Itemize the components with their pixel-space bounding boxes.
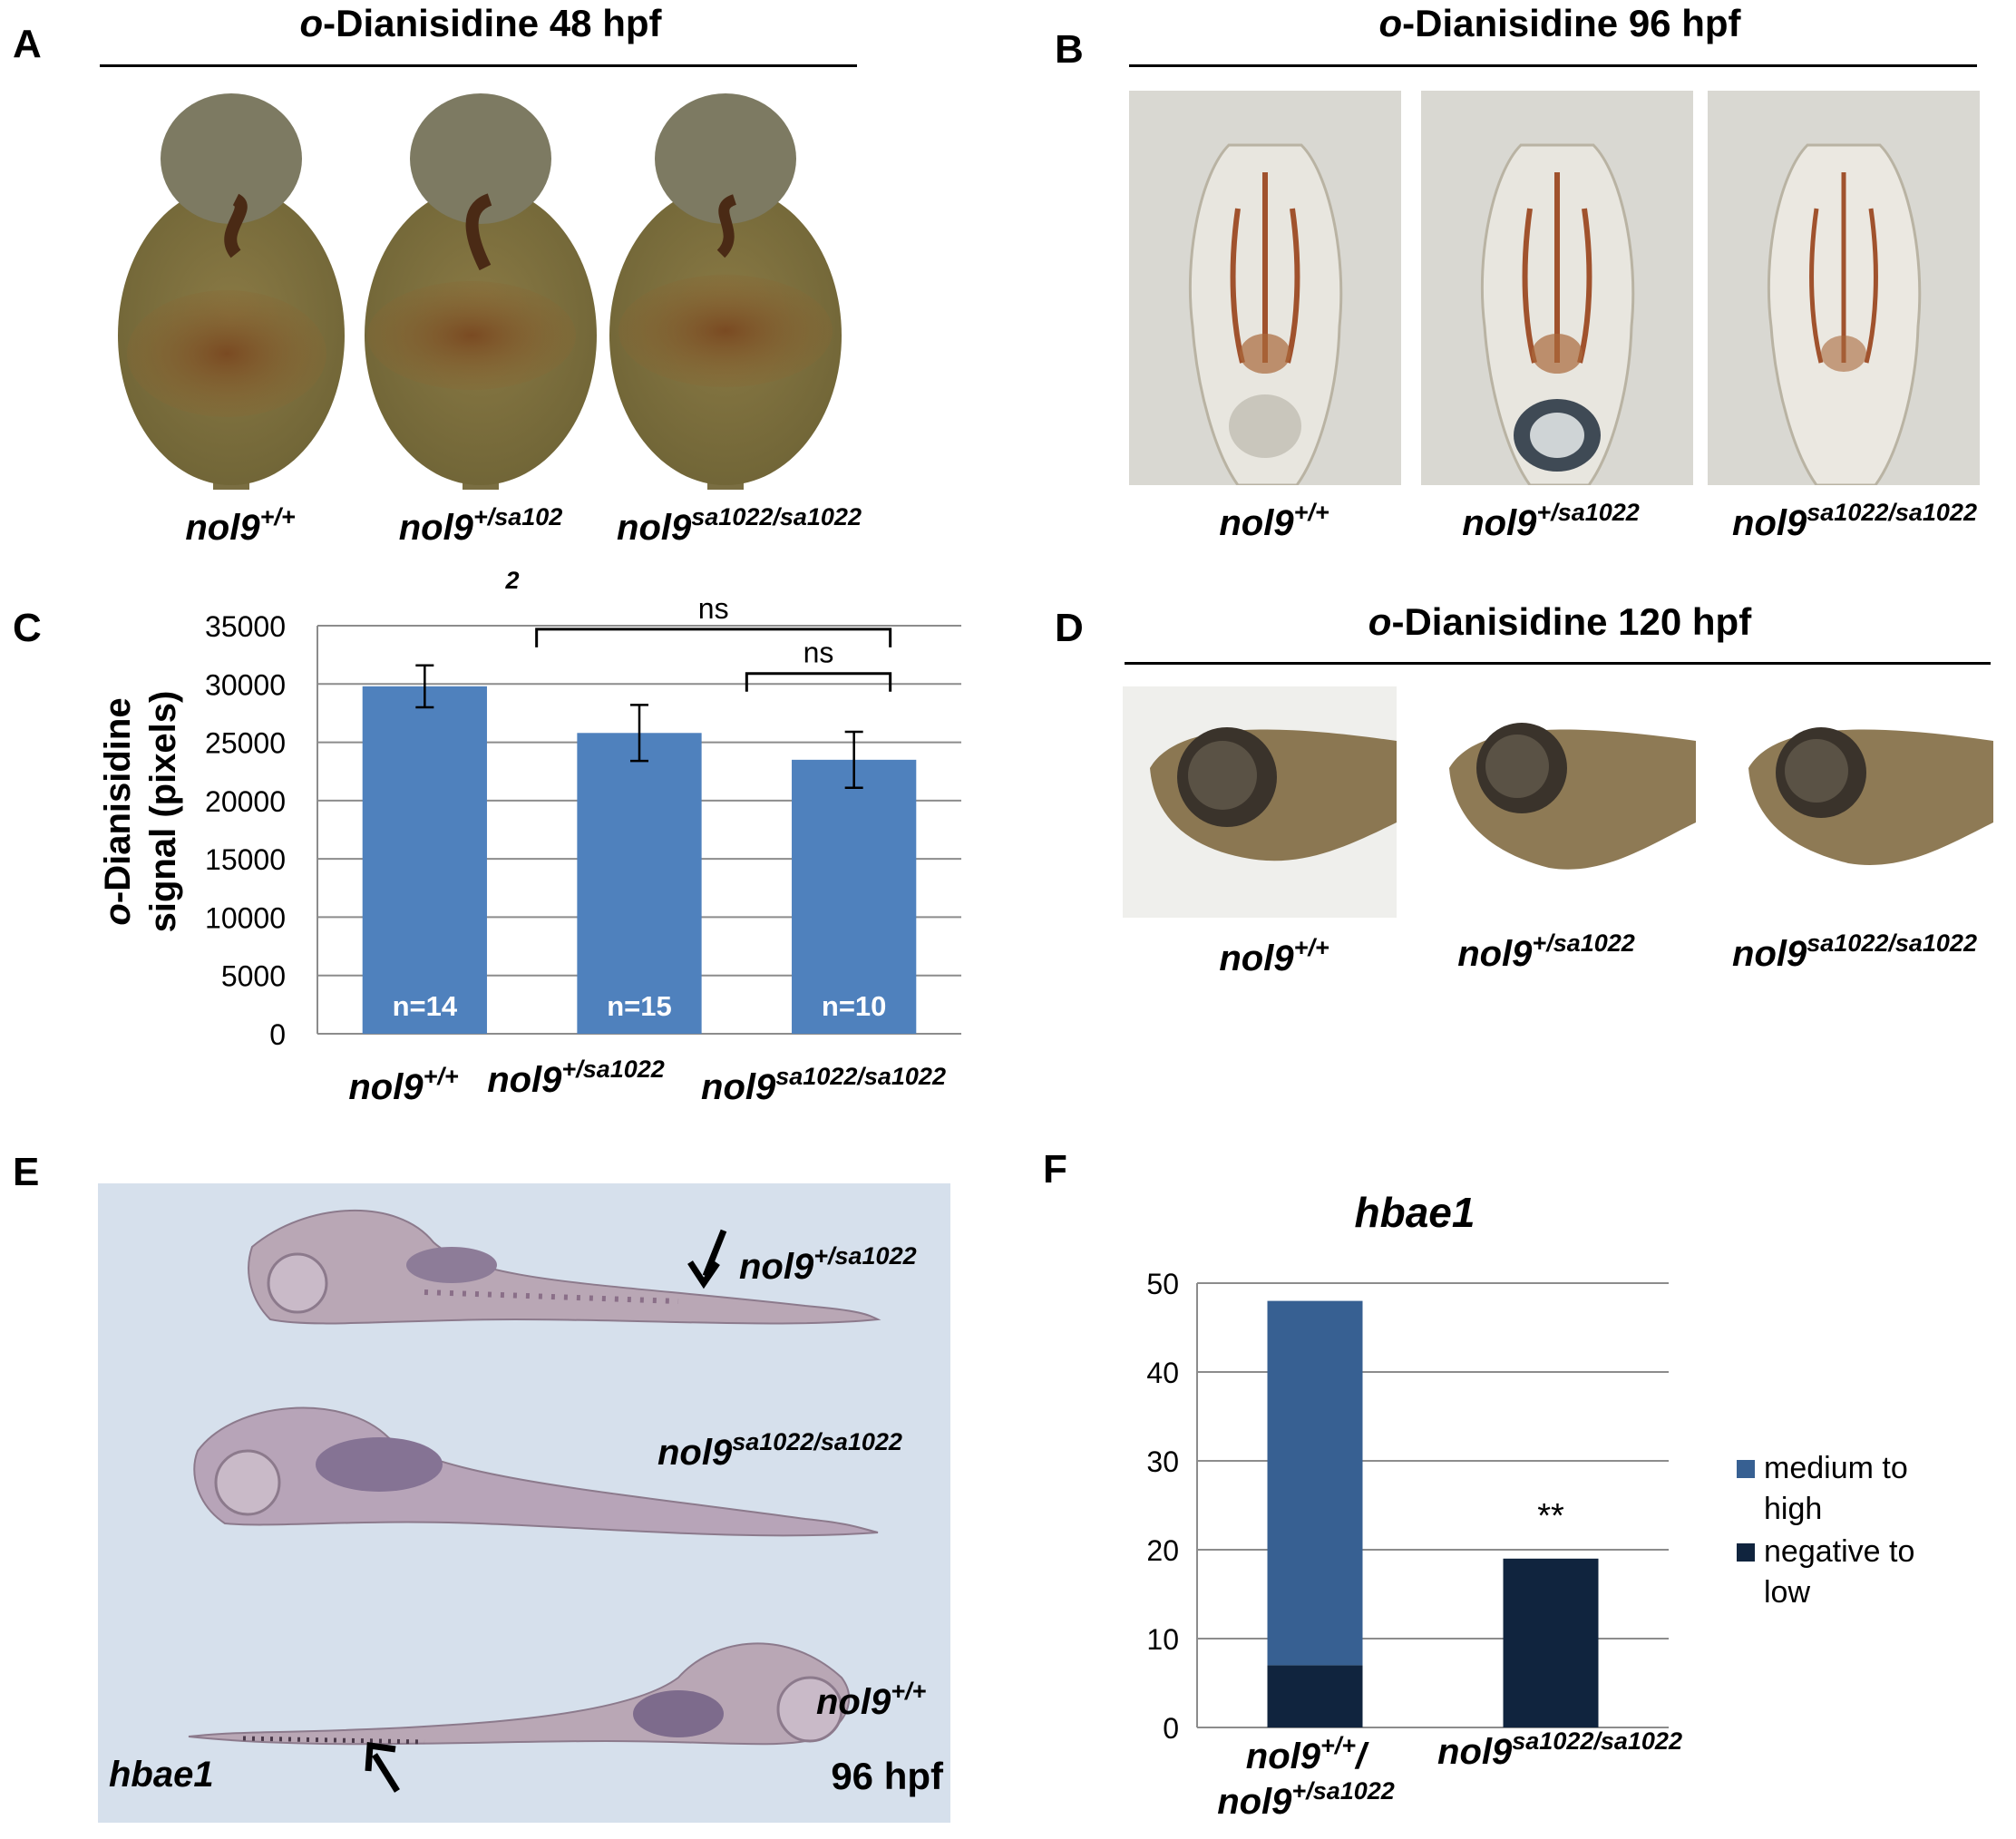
panel-c-category-het: nol9+/sa1022 (487, 1056, 665, 1100)
embryo-48hpf-mut (609, 93, 842, 490)
y-tick-label: 5000 (221, 960, 286, 993)
panel-e-label-het: nol9+/sa1022 (739, 1242, 917, 1287)
panel-f-title: hbae1 (1354, 1189, 1475, 1236)
panel-c-chart: 0 5000 10000 15000 20000 25000 30000 35000 n=14… (98, 592, 961, 1051)
y-tick-label: 0 (269, 1018, 286, 1051)
y-tick-label: 30 (1146, 1445, 1179, 1478)
arrow-icon-top (687, 1229, 727, 1289)
panel-e-stage-label: 96 hpf (831, 1755, 943, 1797)
significance-label: ns (803, 637, 834, 669)
embryo-48hpf-het (365, 93, 597, 490)
larva-120hpf-het (1422, 686, 1696, 918)
significance-label: ns (698, 592, 729, 625)
panel-b-letter: B (1055, 27, 1084, 72)
y-tick-label: 20 (1146, 1534, 1179, 1567)
panel-c-letter: C (13, 606, 42, 650)
y-tick-label: 10 (1146, 1623, 1179, 1656)
panel-d-genotype-het: nol9+/sa1022 (1457, 929, 1635, 974)
larva-het-top (248, 1210, 881, 1325)
bar (792, 759, 917, 1034)
panel-b-title-rule (1129, 64, 1977, 67)
legend-label-medium-high-1: medium to (1764, 1451, 1908, 1485)
panel-a-letter: A (13, 22, 42, 66)
legend-label-medium-high-2: high (1764, 1492, 1822, 1526)
panel-f-legend: medium to high negative to low (1737, 1451, 1914, 1610)
panel-f-letter: F (1043, 1147, 1067, 1192)
panel-a-title: o-Dianisidine 48 hpf (299, 2, 662, 44)
larva-96hpf-wt (1129, 91, 1401, 485)
panel-d-genotype-mut: nol9sa1022/sa1022 (1732, 929, 1977, 974)
bar (362, 686, 487, 1034)
larva-120hpf-wt (1123, 686, 1397, 918)
panel-a-genotype-wt: nol9+/+ (185, 503, 296, 548)
panel-f-category-1-line2: nol9+/sa1022 (1217, 1777, 1395, 1822)
panel-b-genotype-wt: nol9+/+ (1219, 499, 1329, 543)
stacked-bar-segment (1267, 1665, 1363, 1727)
bar-n-label: n=10 (822, 990, 887, 1022)
legend-label-negative-low-1: negative to (1764, 1534, 1914, 1569)
panel-d-genotype-wt: nol9+/+ (1219, 934, 1329, 978)
arrow-icon-bottom (365, 1742, 400, 1793)
panel-a-genotype-het: nol9+/sa102 2 (398, 503, 563, 594)
panel-c-bars: n=14 n=15 n=10 (362, 664, 917, 1034)
panel-c-category-mut: nol9sa1022/sa1022 (701, 1063, 946, 1107)
panel-f-category-1-line1: nol9+/+/ (1245, 1732, 1367, 1776)
embryo-48hpf-wt (118, 93, 345, 490)
significance-bracket (745, 672, 892, 692)
panel-f-chart: 0 10 20 30 40 50 ** medium to high negative t… (1146, 1268, 1914, 1745)
panel-e-label-mut: nol9sa1022/sa1022 (657, 1428, 902, 1473)
panel-f-category-2: nol9sa1022/sa1022 (1437, 1727, 1682, 1772)
larva-120hpf-mut (1721, 686, 1993, 918)
panel-b-genotype-mut: nol9sa1022/sa1022 (1732, 499, 1977, 543)
y-tick-label: 15000 (205, 843, 286, 876)
panel-b-genotype-het: nol9+/sa1022 (1462, 499, 1640, 543)
panel-e-in-situ-image (98, 1183, 950, 1823)
panel-e-label-wt: nol9+/+ (816, 1678, 927, 1722)
legend-label-negative-low-2: low (1764, 1575, 1810, 1610)
panel-d-title: o-Dianisidine 120 hpf (1368, 600, 1752, 643)
y-tick-label: 30000 (205, 668, 286, 701)
panel-b-larva-images (1129, 91, 1980, 485)
panel-e-letter: E (13, 1150, 40, 1194)
y-tick-label: 20000 (205, 785, 286, 818)
panel-b-title: o-Dianisidine 96 hpf (1378, 2, 1741, 44)
y-tick-label: 35000 (205, 610, 286, 643)
bar-n-label: n=15 (607, 990, 672, 1022)
legend-swatch-medium-high (1737, 1460, 1755, 1478)
larva-wt-bottom (188, 1642, 851, 1746)
panel-a-genotype-mut: nol9sa1022/sa1022 (617, 503, 862, 548)
panel-f-y-ticks: 0 10 20 30 40 50 (1146, 1268, 1179, 1745)
panel-c-ylabel-line2: signal (pixels) (143, 691, 183, 933)
panel-c-category-wt: nol9+/+ (348, 1063, 459, 1107)
stacked-bar-segment (1503, 1558, 1599, 1727)
legend-swatch-negative-low (1737, 1543, 1755, 1562)
larva-96hpf-het (1421, 91, 1693, 485)
bar (577, 733, 702, 1034)
panel-f-bars (1267, 1300, 1599, 1727)
panel-a-title-rule (100, 64, 857, 67)
larva-mut-middle (193, 1406, 879, 1537)
stacked-bar-segment (1267, 1300, 1363, 1666)
panel-a-embryo-images (118, 93, 842, 490)
y-tick-label: 0 (1163, 1712, 1179, 1745)
panel-e-probe-label: hbae1 (109, 1755, 214, 1795)
y-tick-label: 40 (1146, 1357, 1179, 1389)
panel-c-ylabel-line1: o-Dianisidine (98, 697, 138, 925)
larva-96hpf-mut (1708, 91, 1980, 485)
panel-d-title-rule (1125, 662, 1991, 665)
y-tick-label: 50 (1146, 1268, 1179, 1300)
y-tick-label: 25000 (205, 727, 286, 760)
panel-c-y-ticks: 0 5000 10000 15000 20000 25000 30000 35000 (205, 610, 286, 1051)
bar-n-label: n=14 (393, 990, 458, 1022)
significance-bracket (535, 628, 892, 647)
panel-d-letter: D (1055, 606, 1084, 650)
panel-d-larva-images (1123, 686, 1993, 918)
panel-c-significance: ns ns (535, 592, 892, 692)
panel-f-significance: ** (1537, 1497, 1564, 1535)
y-tick-label: 10000 (205, 901, 286, 934)
